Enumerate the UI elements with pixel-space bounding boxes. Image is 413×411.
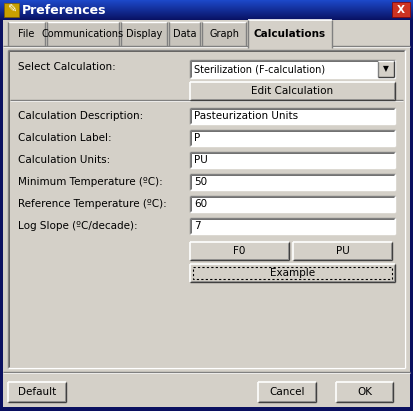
Text: Minimum Temperature (ºC):: Minimum Temperature (ºC):	[18, 177, 163, 187]
Text: Sterilization (F-calculation): Sterilization (F-calculation)	[194, 64, 325, 74]
Bar	[0, 1, 413, 2]
Text: Preferences: Preferences	[22, 4, 107, 16]
Text: Pasteurization Units: Pasteurization Units	[194, 111, 298, 121]
Bar	[190, 218, 395, 234]
Bar	[0, 19, 413, 20]
Bar	[0, 4, 413, 5]
Bar	[4, 3, 19, 17]
Bar	[0, 5, 413, 6]
Text: Default: Default	[18, 387, 56, 397]
Bar	[190, 82, 395, 100]
Text: ▼: ▼	[383, 65, 389, 74]
Bar	[410, 20, 413, 407]
Bar	[190, 152, 395, 168]
Bar	[193, 267, 392, 279]
Text: 60: 60	[194, 199, 207, 209]
Text: Calculation Units:: Calculation Units:	[18, 155, 110, 165]
Text: Select Calculation:: Select Calculation:	[18, 62, 116, 72]
Bar	[0, 13, 413, 14]
Bar	[190, 130, 395, 146]
Text: Reference Temperature (ºC):: Reference Temperature (ºC):	[18, 199, 167, 209]
Text: F0: F0	[233, 246, 246, 256]
Bar	[190, 174, 395, 190]
Bar	[190, 242, 289, 260]
Bar	[392, 2, 410, 17]
Text: Display: Display	[126, 29, 162, 39]
Bar	[336, 382, 393, 402]
Bar	[258, 382, 316, 402]
Bar	[378, 61, 394, 77]
Bar	[0, 20, 3, 407]
Text: File: File	[18, 29, 35, 39]
Text: Calculation Description:: Calculation Description:	[18, 111, 143, 121]
Text: P: P	[194, 133, 200, 143]
Bar	[47, 22, 119, 46]
Bar	[0, 16, 413, 17]
Text: Calculations: Calculations	[254, 29, 326, 39]
Text: PU: PU	[336, 246, 349, 256]
Text: 50: 50	[194, 177, 207, 187]
Text: ✎: ✎	[7, 5, 16, 15]
Bar	[0, 407, 413, 411]
Bar	[0, 6, 413, 7]
Bar	[0, 11, 413, 12]
Bar	[0, 9, 413, 10]
Text: X: X	[397, 5, 405, 14]
Bar	[0, 2, 413, 3]
Text: Example: Example	[270, 268, 315, 278]
Bar	[0, 7, 413, 8]
Bar	[169, 22, 200, 46]
Text: Data: Data	[173, 29, 196, 39]
Text: Cancel: Cancel	[269, 387, 305, 397]
Bar	[0, 12, 413, 13]
Text: PU: PU	[194, 155, 208, 165]
Bar	[0, 18, 413, 19]
Bar	[202, 22, 246, 46]
Bar	[0, 10, 413, 11]
Bar	[248, 20, 332, 48]
Text: Edit Calculation: Edit Calculation	[252, 86, 334, 96]
Bar	[0, 15, 413, 16]
Bar	[8, 50, 405, 368]
Bar	[0, 17, 413, 18]
Bar	[8, 382, 66, 402]
Text: Log Slope (ºC/decade):: Log Slope (ºC/decade):	[18, 221, 138, 231]
Text: Calculation Label:: Calculation Label:	[18, 133, 112, 143]
Bar	[190, 60, 395, 78]
Bar	[190, 196, 395, 212]
Bar	[8, 22, 45, 46]
Bar	[190, 264, 395, 282]
Bar	[190, 108, 395, 124]
Bar	[0, 0, 413, 1]
Bar	[0, 3, 413, 4]
Bar	[293, 242, 392, 260]
Bar	[0, 8, 413, 9]
Bar	[121, 22, 167, 46]
Bar	[0, 14, 413, 15]
Text: Communications: Communications	[42, 29, 124, 39]
Text: OK: OK	[357, 387, 372, 397]
Bar	[9, 100, 404, 366]
Text: Graph: Graph	[209, 29, 239, 39]
Text: 7: 7	[194, 221, 201, 231]
